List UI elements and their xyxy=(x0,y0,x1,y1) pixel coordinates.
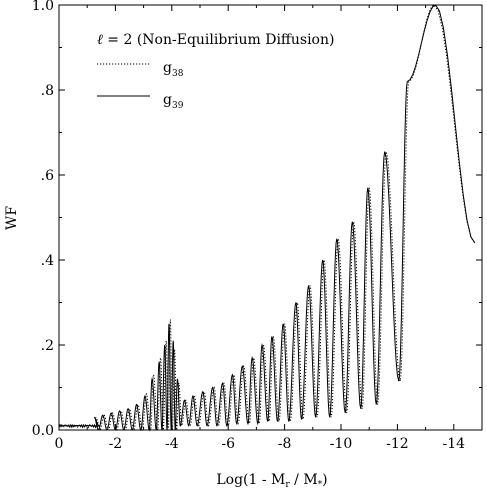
x-ticks: 0 -2 -4 -6 -8 -10 -12 -14 xyxy=(55,5,483,452)
series-layer xyxy=(58,4,476,432)
x-tick-label: -14 xyxy=(443,436,466,452)
legend-title-var: ℓ xyxy=(97,32,103,48)
x-tick-label: -6 xyxy=(221,436,235,452)
x-axis-label: Log(1 - Mr / M*) xyxy=(216,472,327,488)
x-tick-label: -8 xyxy=(278,436,292,452)
y-tick-label: 1.0 xyxy=(32,0,54,14)
series-line-g39 xyxy=(58,4,476,432)
y-tick-label: .6 xyxy=(41,168,54,184)
legend: ℓ = 2 (Non-Equilibrium Diffusion) g38 g3… xyxy=(97,32,334,111)
y-axis-label: WF xyxy=(4,206,20,230)
x-tick-label: -12 xyxy=(386,436,409,452)
x-tick-label: -2 xyxy=(109,436,123,452)
y-tick-label: .2 xyxy=(41,338,54,354)
y-tick-label: .4 xyxy=(41,253,54,269)
legend-label-g38: g38 xyxy=(163,60,184,79)
y-tick-label: .8 xyxy=(41,83,54,99)
series-line-g38 xyxy=(58,4,476,432)
x-tick-label: 0 xyxy=(55,436,64,452)
legend-label-g39: g39 xyxy=(163,92,184,111)
y-tick-label: 0.0 xyxy=(32,423,54,439)
x-tick-label: -4 xyxy=(165,436,179,452)
legend-title-text: = 2 (Non-Equilibrium Diffusion) xyxy=(103,32,335,48)
y-ticks: 0.0 .2 .4 .6 .8 1.0 xyxy=(32,0,482,439)
x-tick-label: -10 xyxy=(330,436,353,452)
legend-title: ℓ = 2 (Non-Equilibrium Diffusion) xyxy=(97,32,334,48)
